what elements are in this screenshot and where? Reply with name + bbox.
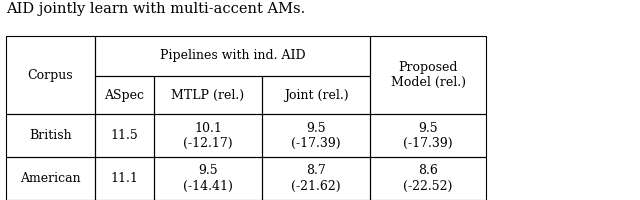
Text: 9.5
(-17.39): 9.5 (-17.39) bbox=[403, 121, 453, 150]
Text: 11.1: 11.1 bbox=[110, 172, 138, 185]
Bar bbox=[6, 36, 95, 114]
Bar bbox=[154, 76, 262, 114]
Text: Proposed
Model (rel.): Proposed Model (rel.) bbox=[390, 61, 466, 89]
Text: 9.5
(-17.39): 9.5 (-17.39) bbox=[291, 121, 341, 150]
Text: 8.7
(-21.62): 8.7 (-21.62) bbox=[291, 164, 341, 192]
Bar bbox=[95, 157, 154, 200]
Bar bbox=[95, 36, 370, 76]
Bar bbox=[262, 157, 370, 200]
Text: MTLP (rel.): MTLP (rel.) bbox=[172, 88, 244, 102]
Bar bbox=[95, 76, 154, 114]
Bar bbox=[6, 114, 95, 157]
Text: 8.6
(-22.52): 8.6 (-22.52) bbox=[403, 164, 453, 192]
Bar bbox=[6, 157, 95, 200]
Bar bbox=[262, 76, 370, 114]
Text: 10.1
(-12.17): 10.1 (-12.17) bbox=[183, 121, 233, 150]
Bar bbox=[154, 114, 262, 157]
Bar bbox=[370, 157, 486, 200]
Text: Pipelines with ind. AID: Pipelines with ind. AID bbox=[159, 49, 305, 62]
Bar bbox=[370, 36, 486, 114]
Text: 11.5: 11.5 bbox=[110, 129, 138, 142]
Text: Corpus: Corpus bbox=[28, 68, 74, 82]
Bar bbox=[262, 114, 370, 157]
Text: AID jointly learn with multi-accent AMs.: AID jointly learn with multi-accent AMs. bbox=[6, 2, 306, 16]
Text: American: American bbox=[20, 172, 81, 185]
Bar bbox=[154, 157, 262, 200]
Text: 9.5
(-14.41): 9.5 (-14.41) bbox=[183, 164, 233, 192]
Text: British: British bbox=[29, 129, 72, 142]
Text: Joint (rel.): Joint (rel.) bbox=[284, 88, 348, 102]
Bar bbox=[370, 114, 486, 157]
Bar bbox=[95, 114, 154, 157]
Text: ASpec: ASpec bbox=[104, 88, 144, 102]
